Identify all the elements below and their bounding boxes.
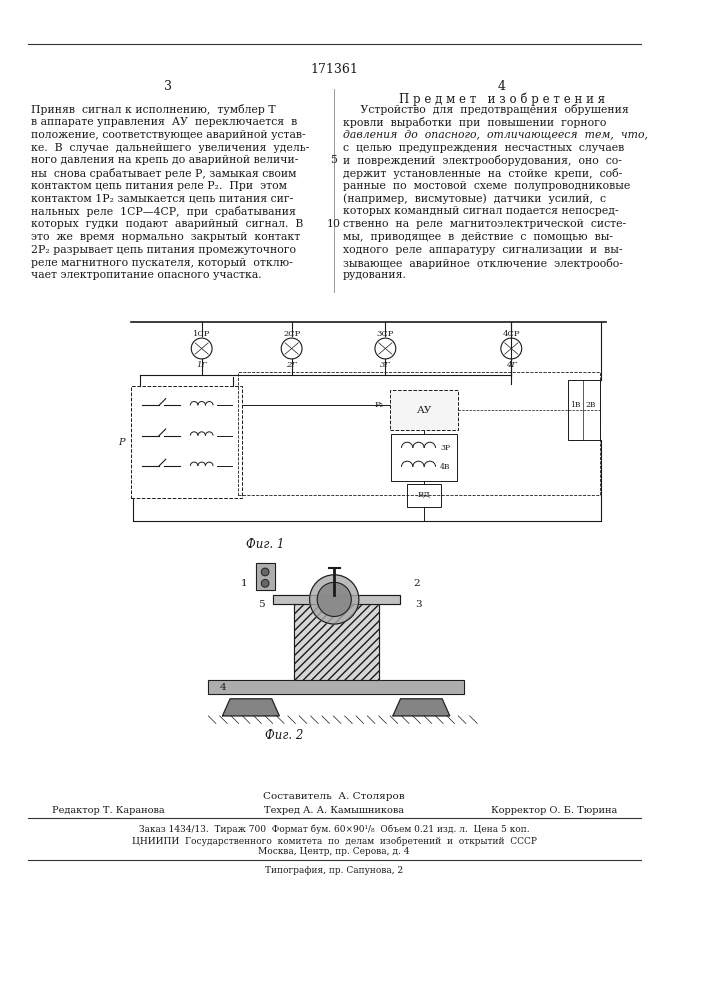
Text: Приняв  сигнал к исполнению,  тумблер Т: Приняв сигнал к исполнению, тумблер Т [31, 104, 276, 115]
Bar [256, 563, 274, 590]
Bar [238, 372, 600, 495]
Text: зывающее  аварийное  отключение  электрообо-: зывающее аварийное отключение электрообо… [343, 258, 623, 269]
Text: это  же  время  нормально  закрытый  контакт: это же время нормально закрытый контакт [31, 232, 300, 242]
Text: давления  до  опасного,  отличающееся  тем,  что,: давления до опасного, отличающееся тем, … [343, 130, 648, 140]
Text: 4: 4 [498, 80, 506, 93]
Text: с  целью  предупреждения  несчастных  случаев: с целью предупреждения несчастных случае… [343, 143, 624, 153]
Text: 1: 1 [241, 579, 247, 588]
Text: ке.  В  случае  дальнейшего  увеличения  удель-: ке. В случае дальнейшего увеличения удел… [31, 143, 310, 153]
Text: в аппарате управления  АУ  переключается  в: в аппарате управления АУ переключается в [31, 117, 298, 127]
Text: ны  снова срабатывает реле Р, замыкая своим: ны снова срабатывает реле Р, замыкая сво… [31, 168, 297, 179]
Text: Москва, Центр, пр. Серова, д. 4: Москва, Центр, пр. Серова, д. 4 [259, 847, 410, 856]
Circle shape [317, 582, 351, 616]
Text: 171361: 171361 [310, 63, 358, 76]
Text: 4: 4 [219, 683, 226, 692]
Bar [256, 563, 274, 590]
Bar [273, 595, 399, 604]
Text: 4СР: 4СР [503, 330, 520, 338]
Text: 1СР: 1СР [193, 330, 211, 338]
Text: Типография, пр. Сапунова, 2: Типография, пр. Сапунова, 2 [265, 866, 403, 875]
Text: контактом цепь питания реле Р₂.  При  этом: контактом цепь питания реле Р₂. При этом [31, 181, 287, 191]
Bar [293, 604, 379, 680]
Text: и  повреждений  электрооборудования,  оно  со-: и повреждений электрооборудования, оно с… [343, 155, 621, 166]
Text: ЦНИИПИ  Государственного  комитета  по  делам  изобретений  и  открытий  СССР: ЦНИИПИ Государственного комитета по дела… [132, 836, 537, 846]
Text: Заказ 1434/13.  Тираж 700  Формат бум. 60×90¹/₈  Объем 0.21 изд. л.  Цена 5 коп.: Заказ 1434/13. Тираж 700 Формат бум. 60×… [139, 825, 530, 834]
Bar [273, 595, 399, 604]
Text: 2: 2 [414, 579, 420, 588]
Text: реле магнитного пускателя, который  отклю-: реле магнитного пускателя, который отклю… [31, 258, 293, 268]
Text: ВД: ВД [418, 491, 431, 499]
Text: 3Р: 3Р [440, 444, 450, 452]
Bar [391, 434, 457, 481]
Text: 2В: 2В [585, 401, 596, 409]
Text: П р е д м е т   и з о б р е т е н и я: П р е д м е т и з о б р е т е н и я [399, 93, 605, 106]
Text: контактом 1Р₂ замыкается цепь питания сиг-: контактом 1Р₂ замыкается цепь питания си… [31, 194, 293, 204]
Text: Р₂: Р₂ [374, 401, 383, 409]
Polygon shape [223, 699, 279, 716]
Text: 1Г: 1Г [197, 361, 207, 369]
Text: чает электропитание опасного участка.: чает электропитание опасного участка. [31, 270, 262, 280]
Bar [293, 604, 379, 680]
Text: 4Г: 4Г [506, 361, 517, 369]
Text: 3СР: 3СР [377, 330, 394, 338]
Text: 10: 10 [327, 219, 340, 229]
Circle shape [310, 575, 359, 624]
Text: положение, соответствующее аварийной устав-: положение, соответствующее аварийной уст… [31, 130, 306, 140]
Text: ранные  по  мостовой  схеме  полупроводниковые: ранные по мостовой схеме полупроводников… [343, 181, 630, 191]
Text: Р: Р [118, 438, 124, 447]
Text: 3: 3 [163, 80, 172, 93]
Text: Корректор О. Б. Тюрина: Корректор О. Б. Тюрина [491, 806, 617, 815]
Bar [209, 680, 464, 694]
Text: 1В: 1В [571, 401, 581, 409]
Text: ственно  на  реле  магнитоэлектрической  систе-: ственно на реле магнитоэлектрической сис… [343, 219, 626, 229]
Text: которых  гудки  подают  аварийный  сигнал.  В: которых гудки подают аварийный сигнал. В [31, 219, 303, 229]
Text: АУ: АУ [416, 406, 432, 415]
Text: 4В: 4В [440, 463, 450, 471]
Text: 5: 5 [330, 155, 337, 165]
Bar [131, 386, 243, 498]
Text: ного давления на крепь до аварийной величи-: ного давления на крепь до аварийной вели… [31, 155, 298, 165]
Text: рудования.: рудования. [343, 270, 407, 280]
Circle shape [262, 580, 269, 587]
Polygon shape [393, 699, 450, 716]
Text: Составитель  А. Столяров: Составитель А. Столяров [264, 792, 405, 801]
Text: Фиг. 2: Фиг. 2 [265, 729, 303, 742]
Text: 2СР: 2СР [283, 330, 300, 338]
Text: 3Г: 3Г [380, 361, 391, 369]
Text: 2Р₂ разрывает цепь питания промежуточного: 2Р₂ разрывает цепь питания промежуточног… [31, 245, 296, 255]
Text: мы,  приводящее  в  действие  с  помощью  вы-: мы, приводящее в действие с помощью вы- [343, 232, 613, 242]
Text: держит  установленные  на  стойке  крепи,  соб-: держит установленные на стойке крепи, со… [343, 168, 622, 179]
Text: Устройство  для  предотвращения  обрушения: Устройство для предотвращения обрушения [343, 104, 629, 115]
Text: 3: 3 [415, 600, 422, 609]
Text: кровли  выработки  при  повышении  горного: кровли выработки при повышении горного [343, 117, 606, 128]
Text: Фиг. 1: Фиг. 1 [246, 538, 284, 551]
Bar [209, 680, 464, 694]
Bar [390, 390, 458, 430]
Bar [407, 484, 441, 507]
Bar [568, 380, 600, 440]
Text: которых командный сигнал подается непосред-: которых командный сигнал подается непоср… [343, 206, 619, 216]
Text: нальных  реле  1СР—4СР,  при  срабатывания: нальных реле 1СР—4СР, при срабатывания [31, 206, 296, 217]
Text: Редактор Т. Каранова: Редактор Т. Каранова [52, 806, 165, 815]
Text: ходного  реле  аппаратуру  сигнализации  и  вы-: ходного реле аппаратуру сигнализации и в… [343, 245, 622, 255]
Text: 5: 5 [258, 600, 264, 609]
Circle shape [262, 568, 269, 576]
Text: (например,  висмутовые)  датчики  усилий,  с: (например, висмутовые) датчики усилий, с [343, 194, 606, 204]
Text: 2Г: 2Г [286, 361, 297, 369]
Text: Техред А. А. Камышникова: Техред А. А. Камышникова [264, 806, 404, 815]
